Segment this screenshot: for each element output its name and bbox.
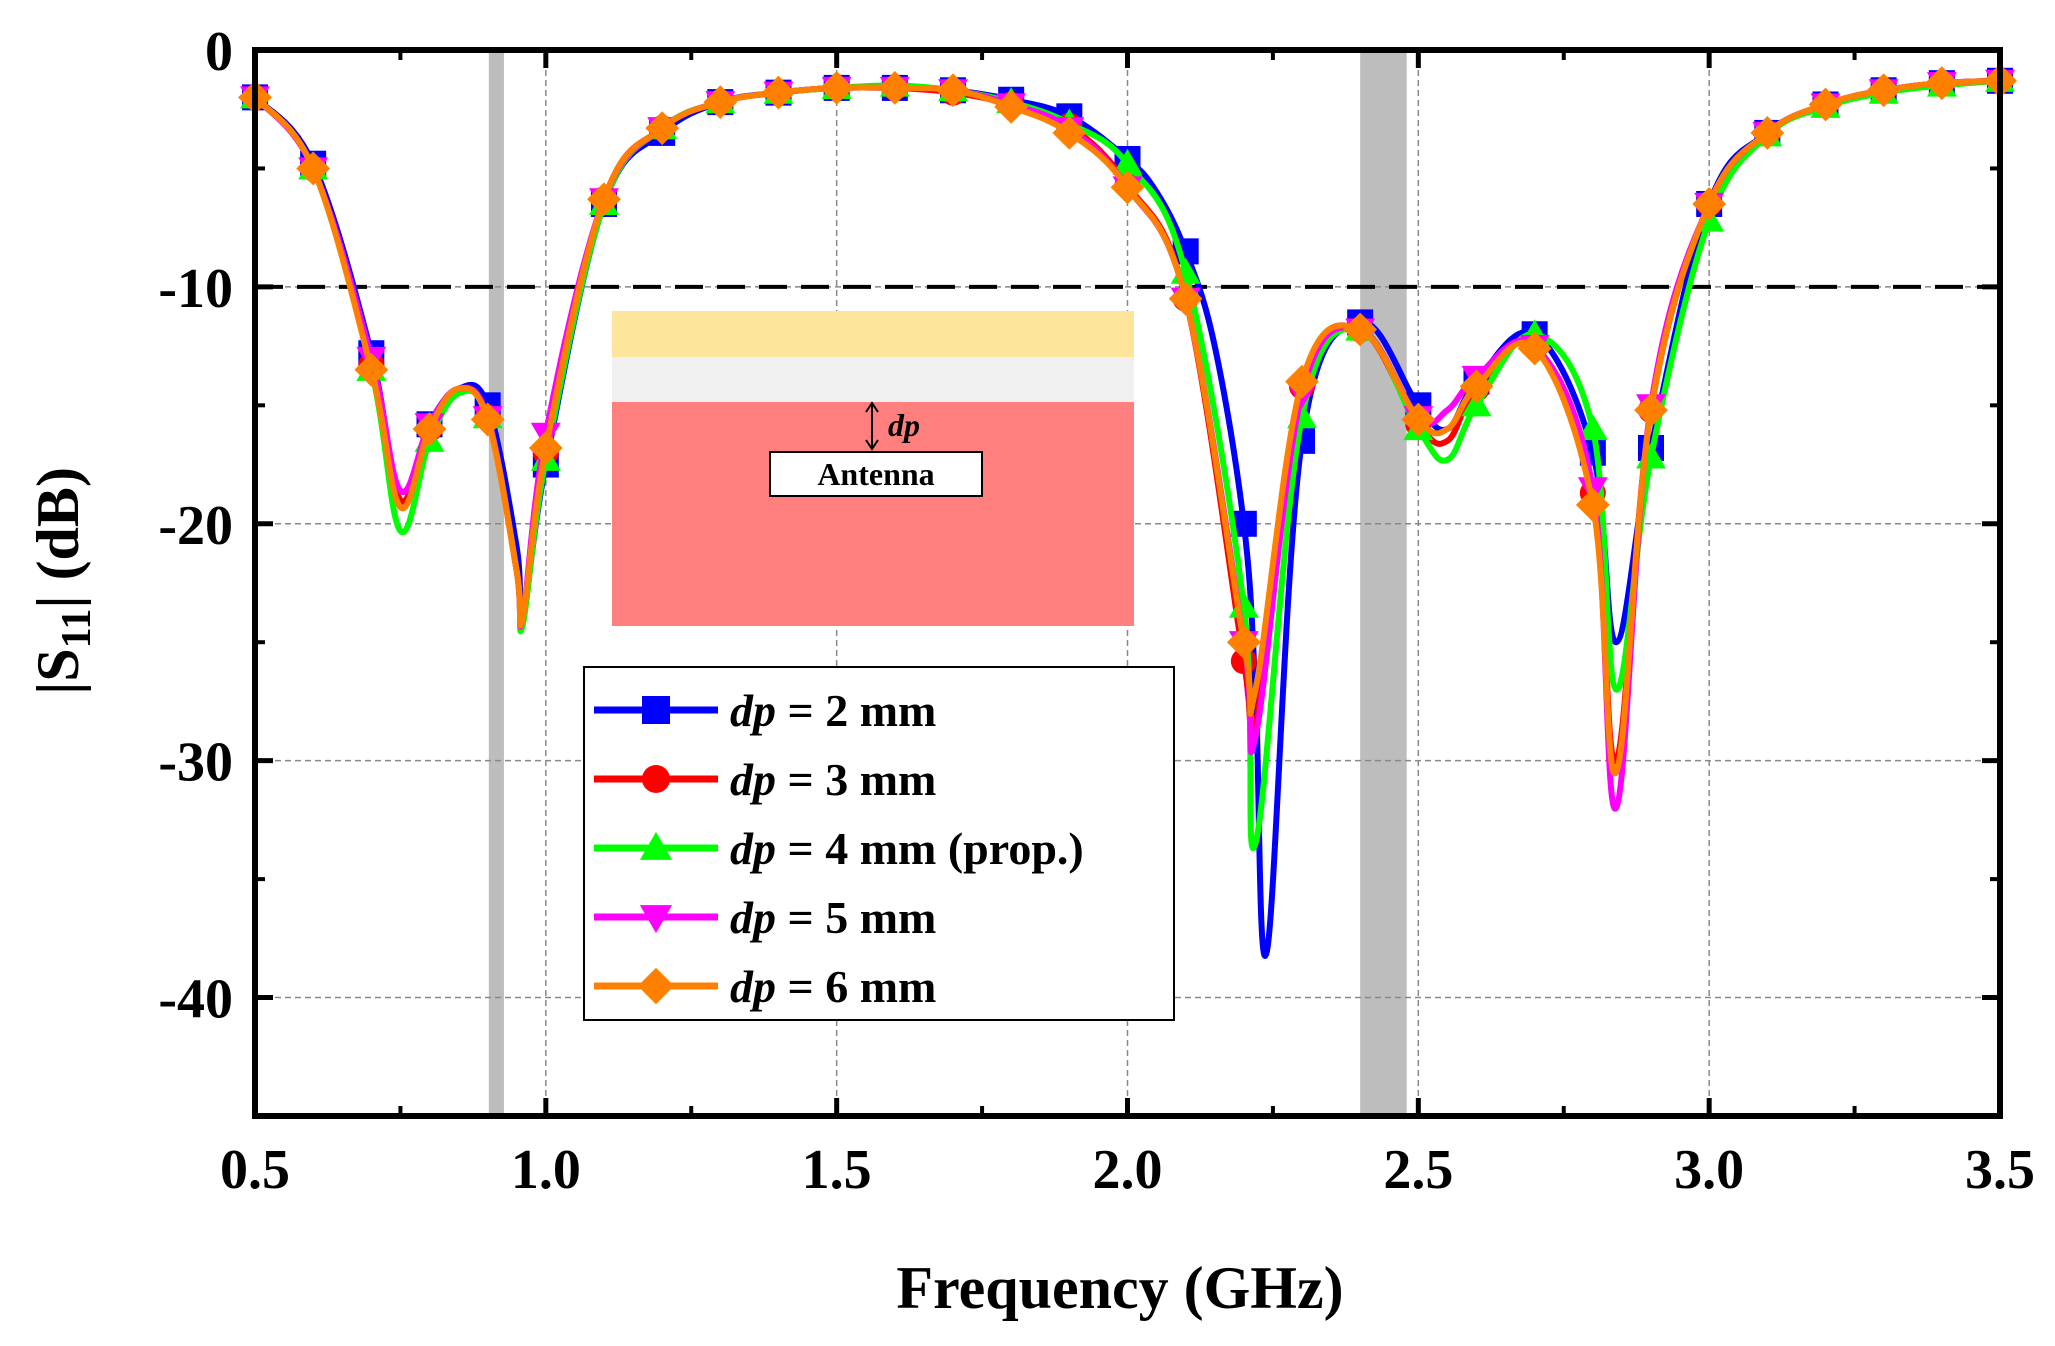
- legend-value: = 2 mm: [776, 685, 936, 736]
- legend-variable: dp: [730, 754, 776, 805]
- data-point: [703, 85, 738, 120]
- data-point: [761, 75, 796, 110]
- legend-label: dp = 3 mm: [730, 754, 936, 805]
- antenna-label: Antenna: [817, 456, 934, 492]
- series-5: [238, 63, 2017, 777]
- legend-label: dp = 2 mm: [730, 685, 936, 736]
- legend-label: dp = 4 mm (prop.): [730, 823, 1084, 874]
- x-tick-label: 3.5: [1965, 1139, 2035, 1201]
- legend-value: = 3 mm: [776, 754, 936, 805]
- legend-marker: [639, 831, 673, 860]
- shaded-band-2: [1360, 50, 1407, 1116]
- legend-marker: [642, 765, 670, 793]
- data-point: [1343, 312, 1378, 347]
- y-tick-label: -40: [158, 969, 233, 1031]
- legend-value: = 4 mm (prop.): [776, 823, 1084, 874]
- data-point: [1808, 87, 1843, 122]
- data-point: [1924, 66, 1959, 101]
- data-point: [1052, 116, 1087, 150]
- legend-box: [583, 666, 1175, 1021]
- legend-entry-4: dp = 5 mm: [594, 892, 936, 943]
- data-point: [1866, 73, 1901, 108]
- data-point: [1226, 625, 1261, 660]
- data-point: [1168, 281, 1203, 316]
- data-point: [994, 89, 1029, 124]
- dp-dimension-label: dp: [888, 407, 920, 443]
- y-tick-label: -30: [158, 732, 233, 794]
- data-point: [528, 431, 563, 465]
- data-point: [587, 182, 621, 217]
- data-point: [1110, 170, 1145, 205]
- data-point: [1517, 331, 1552, 366]
- y-axis-label-sub: 11: [54, 609, 100, 649]
- shaded-band-1: [488, 50, 504, 1116]
- y-tick-label: 0: [205, 21, 233, 83]
- y-axis-label-text: |S11| (dB): [25, 467, 100, 695]
- legend-value: = 6 mm: [776, 961, 936, 1012]
- legend-variable: dp: [730, 685, 776, 736]
- legend-variable: dp: [730, 892, 776, 943]
- data-point: [1575, 487, 1610, 522]
- y-tick-label: -10: [158, 258, 233, 320]
- shaded-bands: [488, 50, 1407, 1116]
- legend-variable: dp: [730, 961, 776, 1012]
- y-axis-label-main: |S: [25, 648, 91, 695]
- inset-diagram: dp Antenna: [612, 311, 1134, 626]
- inset-gap-layer: [612, 357, 1134, 402]
- x-tick-label: 1.0: [511, 1139, 581, 1201]
- antenna-label-box: [769, 451, 983, 497]
- dp-arrow-head-up: [865, 401, 879, 413]
- data-point: [1461, 390, 1492, 417]
- legend-label: dp = 6 mm: [730, 961, 936, 1012]
- data-point: [1285, 364, 1319, 399]
- x-tick-label: 2.0: [1093, 1139, 1163, 1201]
- legend-label: dp = 5 mm: [730, 892, 936, 943]
- legend-marker: [642, 696, 670, 724]
- legend-entry-2: dp = 3 mm: [594, 754, 936, 805]
- data-point: [1459, 369, 1494, 404]
- data-point: [877, 71, 912, 105]
- data-point: [412, 412, 447, 446]
- legend-entry-5: dp = 6 mm: [594, 961, 936, 1012]
- x-axis-label: Frequency (GHz): [896, 1255, 1343, 1321]
- x-tick-label: 3.0: [1674, 1139, 1744, 1201]
- dp-arrow-head-down: [865, 439, 879, 451]
- series-line-5: [252, 77, 2001, 777]
- data-point: [1112, 148, 1143, 175]
- x-tick-label: 2.5: [1383, 1139, 1453, 1201]
- legend-variable: dp: [730, 823, 776, 874]
- x-tick-label: 0.5: [220, 1139, 290, 1201]
- legend-entry-1: dp = 2 mm: [594, 685, 936, 736]
- y-axis-label: |S11| (dB): [25, 467, 100, 695]
- data-point: [470, 402, 505, 437]
- legend-marker: [637, 967, 675, 1005]
- y-tick-label: -20: [158, 495, 233, 557]
- x-tick-label: 1.5: [802, 1139, 872, 1201]
- legend-marker: [639, 905, 673, 934]
- data-point: [1577, 414, 1608, 441]
- legend-value: = 5 mm: [776, 892, 936, 943]
- legend-entry-3: dp = 4 mm (prop.): [594, 823, 1084, 874]
- axes: 0.5 1.0 1.5 2.0 2.5 3.0 3.5 0 -10 -20 -30 -40: [158, 21, 2035, 1201]
- y-axis-label-tail: | (dB): [25, 467, 91, 609]
- inset-top-layer: [612, 311, 1134, 357]
- series-line-1: [252, 77, 2001, 959]
- data-point: [1750, 116, 1785, 150]
- data-point: [1401, 402, 1436, 437]
- data-point: [1692, 187, 1727, 221]
- data-point: [936, 73, 970, 108]
- data-point: [645, 111, 680, 146]
- data-point: [354, 352, 389, 387]
- data-point: [819, 71, 854, 105]
- data-point: [1634, 393, 1668, 427]
- data-point: [296, 151, 331, 186]
